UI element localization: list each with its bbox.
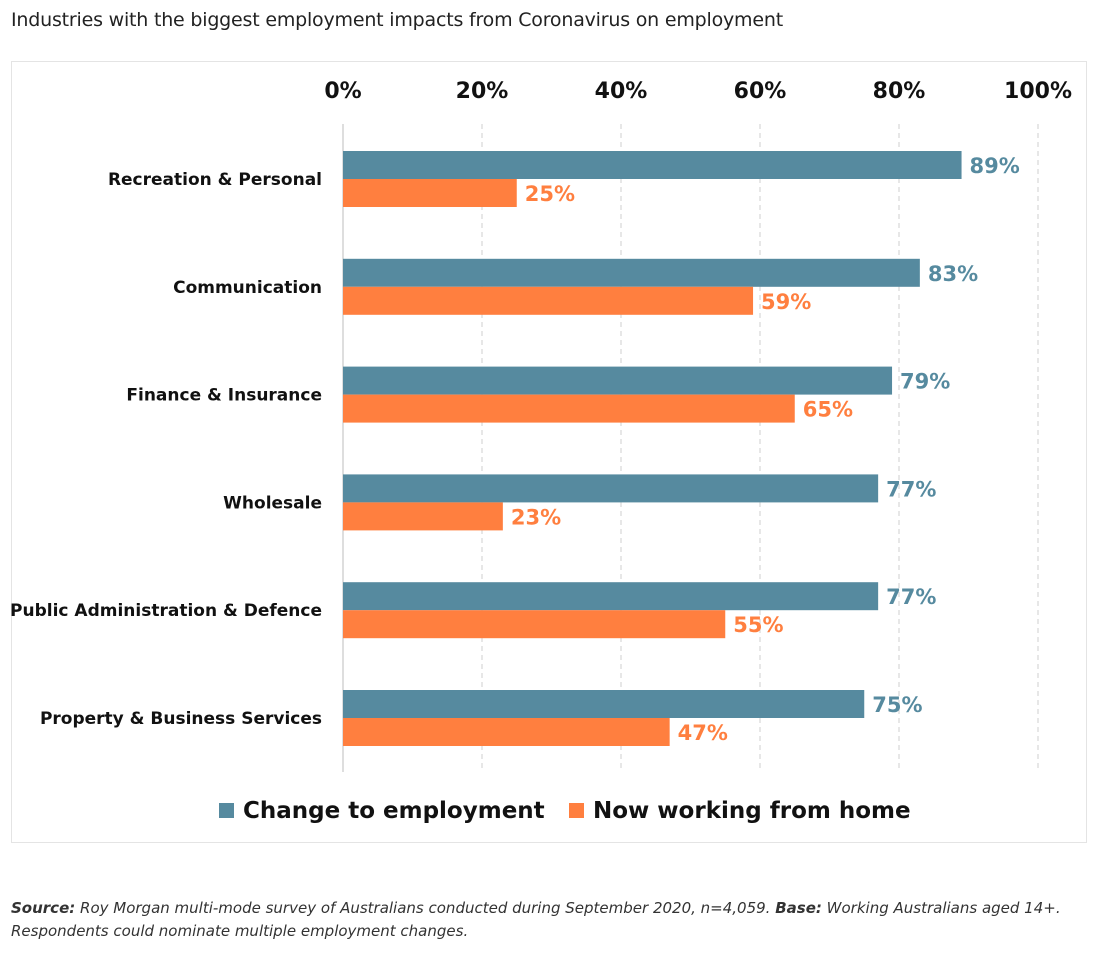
category-label: Finance & Insurance	[126, 386, 322, 406]
data-label: 75%	[872, 693, 922, 717]
source-note: Source: Roy Morgan multi-mode survey of …	[11, 897, 1081, 943]
data-label: 77%	[886, 585, 936, 609]
data-label: 23%	[511, 505, 561, 529]
base-text: Working Australians aged 14+. Respondent…	[11, 899, 1061, 940]
bar-now-working-from-home	[343, 718, 670, 746]
bar-change-to-employment	[343, 366, 893, 395]
bar-change-to-employment	[343, 474, 879, 503]
page-title: Industries with the biggest employment i…	[11, 9, 783, 31]
x-tick-label: 100%	[1004, 79, 1072, 104]
legend-label: Change to employment	[243, 798, 545, 824]
x-tick-label: 60%	[734, 79, 787, 104]
data-label: 79%	[900, 370, 950, 394]
bar-change-to-employment	[343, 151, 962, 179]
bar-now-working-from-home	[343, 286, 754, 315]
bar-change-to-employment	[343, 690, 865, 718]
source-text: Roy Morgan multi-mode survey of Australi…	[80, 899, 771, 917]
bar-change-to-employment	[343, 258, 920, 287]
x-tick-label: 20%	[456, 79, 509, 104]
category-label: Recreation & Personal	[108, 170, 322, 190]
data-label: 55%	[733, 613, 783, 637]
bar-chart: 0% 20% 40% 60% 80% 100% Recreation & Personal 8…	[10, 79, 1072, 824]
category-label: Property & Business Services	[40, 709, 322, 729]
category-label: Communication	[173, 278, 322, 298]
bar-now-working-from-home	[343, 610, 726, 639]
data-label: 65%	[803, 398, 853, 422]
data-label: 25%	[525, 182, 575, 206]
data-label: 59%	[761, 290, 811, 314]
x-tick-label: 80%	[873, 79, 926, 104]
source-label: Source:	[11, 899, 76, 917]
category-label: Wholesale	[223, 493, 322, 513]
x-tick-label: 0%	[324, 79, 361, 104]
data-label: 83%	[928, 262, 978, 286]
bar-now-working-from-home	[343, 179, 517, 207]
legend-swatch	[219, 803, 234, 818]
bar-now-working-from-home	[343, 502, 503, 531]
data-label: 47%	[678, 721, 728, 745]
x-tick-label: 40%	[595, 79, 648, 104]
category-label: Public Administration & Defence	[10, 601, 322, 621]
legend-swatch	[569, 803, 584, 818]
bar-change-to-employment	[343, 582, 879, 611]
bar-now-working-from-home	[343, 394, 795, 423]
data-label: 89%	[970, 154, 1020, 178]
legend-label: Now working from home	[593, 798, 911, 824]
base-label: Base:	[775, 899, 822, 917]
data-label: 77%	[886, 477, 936, 501]
